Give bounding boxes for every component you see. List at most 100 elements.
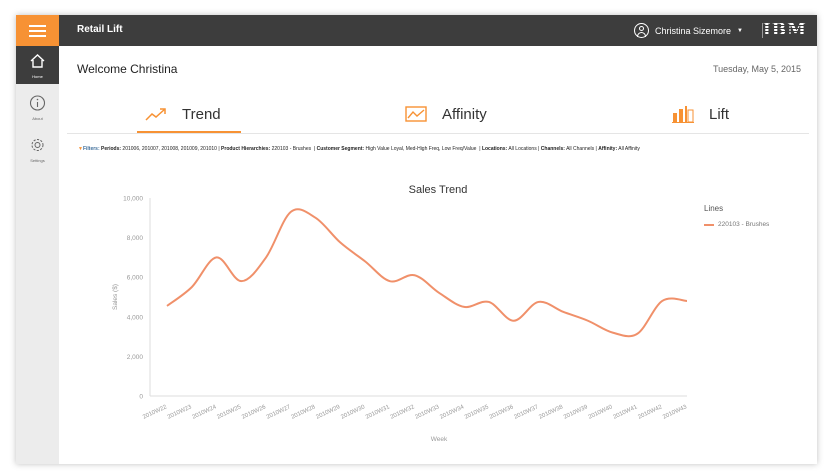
data-point (463, 305, 466, 308)
x-tick-label: 2010W25 (216, 404, 242, 421)
y-tick-label: 4,000 (127, 314, 144, 321)
welcome-heading: Welcome Christina (77, 62, 178, 76)
y-tick-label: 0 (139, 394, 143, 401)
y-tick-label: 10,000 (123, 196, 143, 203)
data-point (438, 291, 441, 294)
sidebar-item-label: Home (32, 74, 43, 79)
data-point (339, 241, 342, 244)
x-tick-label: 2010W23 (167, 404, 193, 421)
sidebar-item-settings[interactable]: Settings (16, 130, 59, 168)
gear-icon (31, 139, 44, 151)
periods-label: Periods: (101, 146, 122, 152)
x-tick-label: 2010W24 (192, 404, 218, 421)
legend-swatch (704, 223, 714, 226)
tab-label: Affinity (442, 105, 487, 123)
data-point (685, 299, 688, 302)
x-tick-label: 2010W31 (365, 404, 391, 421)
y-tick-label: 6,000 (127, 275, 144, 282)
data-point (586, 319, 589, 322)
data-point (413, 274, 416, 277)
sidebar: Home About Settings (16, 46, 59, 464)
data-point (289, 210, 292, 213)
tab-trend[interactable]: Trend (144, 96, 221, 132)
ibm-logo: IBM (762, 20, 807, 40)
legend-item[interactable]: 220103 - Brushes (704, 221, 769, 228)
filter-icon: ▼ (78, 146, 83, 152)
data-point (611, 331, 614, 334)
segment-label: Customer Segment: (316, 146, 365, 152)
tab-affinity[interactable]: Affinity (404, 96, 487, 132)
chart-title: Sales Trend (408, 184, 468, 196)
x-tick-label: 2010W28 (291, 404, 317, 421)
x-tick-label: 2010W32 (390, 404, 416, 421)
lift-icon (672, 106, 694, 123)
x-tick-label: 2010W40 (588, 404, 614, 421)
sidebar-item-home[interactable]: Home (16, 46, 59, 84)
tab-label: Trend (182, 105, 221, 123)
x-tick-label: 2010W22 (142, 404, 168, 421)
data-point (240, 280, 243, 283)
info-icon (29, 95, 46, 111)
affinity-icon (405, 106, 427, 122)
tab-label: Lift (709, 105, 730, 123)
channels-value: All Channels (566, 146, 595, 152)
channels-label: Channels: (540, 146, 565, 152)
menu-button[interactable] (16, 15, 59, 46)
locations-label: Locations: (481, 146, 508, 152)
main-content: Welcome Christina Tuesday, May 5, 2015 T… (59, 46, 817, 464)
tab-bar: Trend Affinity Lift (59, 96, 817, 136)
x-tick-label: 2010W33 (414, 404, 440, 421)
y-tick-label: 8,000 (127, 235, 144, 242)
x-tick-label: 2010W38 (538, 404, 564, 421)
data-point (537, 300, 540, 303)
hierarchies-label: Product Hierarchies: (221, 146, 271, 152)
data-point (314, 216, 317, 219)
x-tick-label: 2010W37 (513, 404, 539, 421)
x-tick-label: 2010W34 (439, 404, 465, 421)
data-point (165, 304, 168, 307)
x-tick-label: 2010W26 (241, 404, 267, 421)
user-menu[interactable]: Christina Sizemore ▼ (634, 23, 743, 38)
x-tick-label: 2010W35 (464, 404, 490, 421)
segment-value: High Value Loyal, Med-High Freq, Low Fre… (365, 146, 477, 152)
x-tick-label: 2010W41 (613, 404, 639, 421)
x-axis-title: Week (431, 436, 448, 443)
home-icon (30, 54, 45, 68)
x-tick-label: 2010W43 (662, 404, 688, 421)
hamburger-icon (29, 24, 46, 37)
data-point (215, 256, 218, 259)
sidebar-item-label: About (32, 116, 43, 121)
data-point (562, 310, 565, 313)
trend-icon (145, 108, 166, 121)
sidebar-item-about[interactable]: About (16, 88, 59, 126)
filter-bar: ▼Filters: Periods: 201006, 201007, 20100… (78, 146, 640, 152)
data-point (636, 332, 639, 335)
periods-value: 201006, 201007, 201008, 201009, 201010 (122, 146, 217, 152)
data-point (512, 319, 515, 322)
tab-lift[interactable]: Lift (671, 96, 729, 132)
header-divider (762, 23, 763, 38)
app-window: Retail Lift Christina Sizemore ▼ IBM Hom… (16, 15, 817, 464)
active-tab-indicator (137, 131, 241, 133)
legend-label: 220103 - Brushes (718, 221, 770, 228)
hierarchies-value: 220103 - Brushes (271, 146, 312, 152)
data-point (388, 280, 391, 283)
app-title: Retail Lift (77, 24, 123, 35)
x-tick-label: 2010W27 (266, 404, 292, 421)
sidebar-item-label: Settings (30, 158, 45, 163)
x-tick-label: 2010W42 (637, 404, 663, 421)
data-point (264, 256, 267, 259)
top-bar: Retail Lift Christina Sizemore ▼ IBM (16, 15, 817, 46)
data-point (190, 286, 193, 289)
series-line (166, 208, 688, 338)
legend-title: Lines (704, 204, 724, 213)
tab-divider (67, 133, 809, 134)
affinity-value: All Affinity (618, 146, 640, 152)
locations-value: All Locations (508, 146, 537, 152)
data-point (363, 260, 366, 263)
data-point (487, 300, 490, 303)
y-tick-label: 2,000 (127, 354, 144, 361)
y-axis-title: Sales ($) (112, 284, 119, 310)
x-tick-label: 2010W36 (489, 404, 515, 421)
x-tick-label: 2010W29 (315, 404, 341, 421)
